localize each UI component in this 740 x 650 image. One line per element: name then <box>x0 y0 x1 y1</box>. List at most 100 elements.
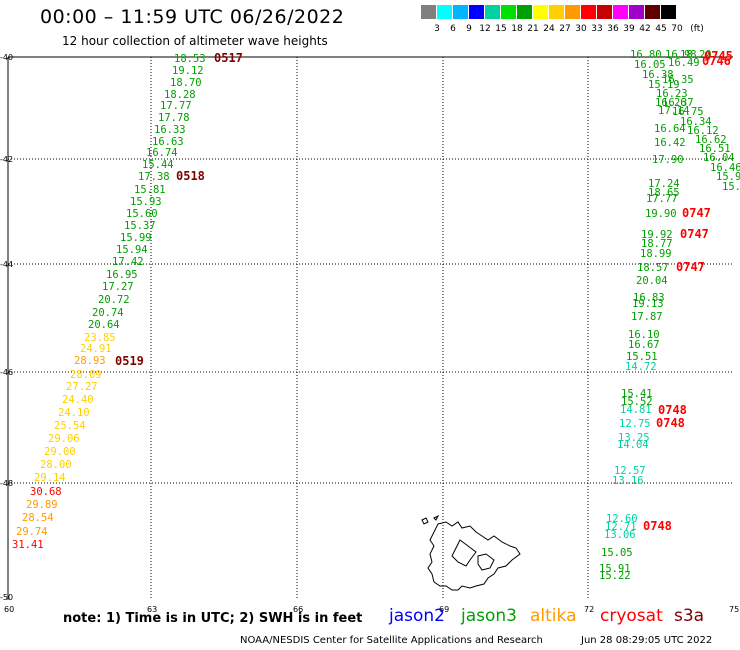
legend-swatch <box>501 5 516 19</box>
wave-height-value: 29.74 <box>16 526 48 538</box>
wave-height-value: 20.64 <box>88 319 120 331</box>
legend-swatch <box>613 5 628 19</box>
wave-height-value: 16.42 <box>654 137 686 149</box>
wave-height-value: 13.25 <box>618 432 650 444</box>
wave-height-value: 16.05 <box>634 59 666 71</box>
wave-height-value: 29.89 <box>26 499 58 511</box>
footer-credit: NOAA/NESDIS Center for Satellite Applica… <box>240 635 543 646</box>
wave-height-value: 15.91 <box>599 563 631 575</box>
legend-label: 15 <box>495 24 507 34</box>
legend-label: 3 <box>434 24 440 34</box>
pass-time-label: 0747 <box>680 227 709 241</box>
wave-height-value: 15.44 <box>142 159 174 171</box>
wave-height-value: 31.41 <box>12 539 44 551</box>
island-outline <box>421 514 521 591</box>
wave-height-value: 24.40 <box>62 394 94 406</box>
wave-height-value: 29.00 <box>44 446 76 458</box>
legend-label: 12 <box>479 24 491 34</box>
wave-height-value: 23.85 <box>84 332 116 344</box>
wave-height-value: 12.57 <box>614 465 646 477</box>
lon-label: 75 <box>729 605 739 614</box>
wave-height-value: 19.92 <box>641 229 673 241</box>
wave-height-value: 28.54 <box>22 512 54 524</box>
wave-height-value: 16.34 <box>680 116 712 128</box>
wave-height-value: 17.77 <box>160 100 192 112</box>
legend-swatch <box>549 5 564 19</box>
wave-height-value: 16.83 <box>633 292 665 304</box>
legend-label: 42 <box>639 24 651 34</box>
wave-height-value: 18.57 <box>637 262 669 274</box>
wave-height-value: 16.10 <box>628 329 660 341</box>
wave-height-value: 16.63 <box>152 136 184 148</box>
pass-time-label: 0748 <box>643 519 672 533</box>
legend-label: 30 <box>575 24 587 34</box>
legend-label: 9 <box>466 24 472 34</box>
wave-height-value: 15.93 <box>130 196 162 208</box>
pass-time-label: 0748 <box>656 416 685 430</box>
wave-height-value: 16.49 <box>668 57 700 69</box>
wave-height-value: 16.37 <box>662 97 694 109</box>
lon-label: 63 <box>147 605 157 614</box>
footer-note: note: 1) Time is in UTC; 2) SWH is in fe… <box>63 611 363 626</box>
legend-swatch <box>453 5 468 19</box>
wave-height-value: 29.06 <box>48 433 80 445</box>
wave-height-value: 16.33 <box>154 124 186 136</box>
map-subtitle: 12 hour collection of altimeter wave hei… <box>62 34 328 48</box>
legend-label: 21 <box>527 24 539 34</box>
wave-height-value: 16.23 <box>656 88 688 100</box>
wave-height-value: 12.60 <box>606 513 638 525</box>
wave-height-value: 15.05 <box>601 547 633 559</box>
wave-height-value: 16.74 <box>146 147 178 159</box>
map-title: 00:00 – 11:59 UTC 06/26/2022 <box>40 6 345 28</box>
wave-height-value: 18.53 <box>174 53 206 65</box>
wave-height-value: 17.24 <box>648 178 680 190</box>
legend-swatch <box>581 5 596 19</box>
wave-height-value: 15.52 <box>621 396 653 408</box>
time-label-layer: 0517051805190745074607470747074707480748… <box>115 49 733 533</box>
wave-height-value: 20.74 <box>92 307 124 319</box>
pass-time-label: 0745 <box>704 49 733 63</box>
legend-label: 27 <box>559 24 571 34</box>
wave-height-value: 15.19 <box>648 79 680 91</box>
wave-height-value: 15.81 <box>134 184 166 196</box>
lat-label: -46 <box>0 368 13 377</box>
wave-height-value: 16.12 <box>687 125 719 137</box>
wave-height-value: 17.27 <box>102 281 134 293</box>
wave-height-value: 16.04 <box>703 152 735 164</box>
pass-time-label: 0747 <box>682 206 711 220</box>
observation-layer: 18.5319.1218.7018.2817.7717.7816.3316.63… <box>12 49 740 582</box>
wave-height-value: 15.37 <box>124 220 156 232</box>
satellite-cryosat: cryosat <box>600 606 663 626</box>
wave-height-value: 30.68 <box>30 486 62 498</box>
lon-label: 66 <box>293 605 303 614</box>
wave-height-value: 28.93 <box>74 355 106 367</box>
pass-time-label: 0519 <box>115 354 144 368</box>
legend-label: 6 <box>450 24 456 34</box>
wave-height-value: 18.28 <box>164 89 196 101</box>
wave-height-value: 16.75 <box>672 106 704 118</box>
footer-date: Jun 28 08:29:05 UTC 2022 <box>581 635 713 646</box>
wave-height-value: 16.46 <box>710 162 740 174</box>
wave-height-value: 17.77 <box>646 193 678 205</box>
wave-height-value: 18.70 <box>170 77 202 89</box>
wave-height-value: 16.26 <box>655 97 687 109</box>
wave-height-value: 20.04 <box>636 275 668 287</box>
wave-height-value: 17.90 <box>652 154 684 166</box>
wave-height-value: 16.64 <box>654 123 686 135</box>
wave-height-value: 16.51 <box>699 143 731 155</box>
legend-label: 33 <box>591 24 603 34</box>
wave-height-value: 16.35 <box>662 74 694 86</box>
wave-height-value: 28.09 <box>70 369 102 381</box>
lat-label: -48 <box>0 479 13 488</box>
wave-height-value: 17.87 <box>631 311 663 323</box>
wave-height-value: 12.75 <box>619 418 651 430</box>
satellite-jason3: jason3 <box>461 606 517 626</box>
satellite-altika: altika <box>530 606 577 626</box>
wave-height-value: 13.16 <box>612 475 644 487</box>
wave-height-value: 15.41 <box>621 388 653 400</box>
pass-time-label: 0746 <box>702 54 731 68</box>
wave-height-value: 15.99 <box>120 232 152 244</box>
wave-height-value: 14.81 <box>620 404 652 416</box>
wave-height-value: 19.13 <box>632 298 664 310</box>
